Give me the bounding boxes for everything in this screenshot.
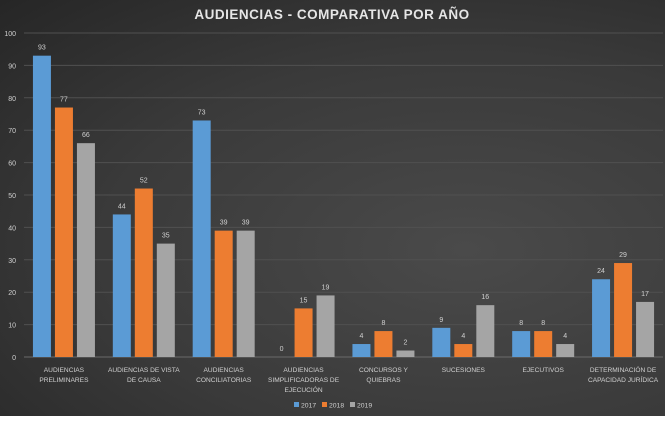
bar-2018 — [294, 308, 313, 357]
data-label: 9 — [439, 317, 443, 324]
data-label: 19 — [322, 284, 330, 291]
x-tick-label: CONCURSOS Y — [359, 367, 409, 374]
legend-item-2019: 2019 — [350, 402, 372, 410]
bar-2019 — [76, 143, 95, 357]
data-label: 39 — [220, 220, 228, 227]
y-tick-label: 40 — [8, 225, 16, 232]
x-tick-label: AUDIENCIAS — [204, 367, 245, 374]
y-tick-label: 80 — [8, 96, 16, 103]
bar-2019 — [156, 243, 175, 357]
x-tick-label: CAPACIDAD JURÍDICA — [588, 375, 659, 384]
data-label: 4 — [563, 333, 567, 340]
bar-2017 — [192, 120, 211, 357]
data-label: 73 — [198, 109, 206, 116]
x-tick-label: EJECUTIVOS — [522, 367, 564, 374]
y-tick-label: 90 — [8, 63, 16, 70]
y-tick-label: 30 — [8, 258, 16, 265]
bar-2017 — [112, 214, 131, 357]
data-label: 8 — [381, 320, 385, 327]
y-tick-label: 60 — [8, 161, 16, 168]
bar-2019 — [636, 301, 655, 357]
legend-label: 2017 — [301, 403, 316, 410]
y-tick-label: 70 — [8, 128, 16, 135]
bar-2018 — [134, 188, 153, 357]
y-tick-label: 50 — [8, 193, 16, 200]
data-label: 8 — [541, 320, 545, 327]
legend-swatch — [350, 402, 355, 407]
bar-2019 — [396, 350, 415, 357]
y-tick-label: 20 — [8, 290, 16, 297]
bar-2018 — [54, 107, 73, 358]
legend-label: 2019 — [357, 403, 372, 410]
bar-2019 — [236, 230, 255, 357]
data-label: 29 — [619, 252, 627, 259]
data-label: 8 — [519, 320, 523, 327]
x-tick-label: SIMPLIFICADORAS DE — [268, 377, 340, 384]
legend-item-2017: 2017 — [294, 402, 316, 410]
bar-2018 — [374, 331, 393, 357]
data-label: 77 — [60, 97, 68, 104]
data-label: 4 — [359, 333, 363, 340]
legend-swatch — [322, 402, 327, 407]
bar-2017 — [512, 331, 531, 357]
bar-2019 — [316, 295, 335, 357]
data-label: 24 — [597, 268, 605, 275]
data-label: 4 — [461, 333, 465, 340]
x-tick-label: SUCESIONES — [442, 367, 486, 374]
data-label: 44 — [118, 203, 126, 210]
data-label: 15 — [300, 297, 308, 304]
bar-2019 — [556, 344, 575, 357]
x-tick-label: QUIEBRAS — [366, 377, 401, 384]
bar-2018 — [214, 230, 233, 357]
bar-2017 — [352, 344, 371, 357]
bar-2017 — [432, 327, 451, 357]
bar-2018 — [534, 331, 553, 357]
x-tick-label: AUDIENCIAS — [44, 367, 85, 374]
x-tick-label: DE CAUSA — [127, 377, 161, 384]
bar-2017 — [32, 55, 51, 358]
y-tick-label: 10 — [8, 323, 16, 330]
data-label: 66 — [82, 132, 90, 139]
legend-label: 2018 — [329, 403, 344, 410]
bar-2019 — [476, 305, 495, 357]
y-tick-label: 100 — [4, 31, 16, 38]
data-label: 39 — [242, 220, 250, 227]
bar-2017 — [592, 279, 611, 357]
data-label: 0 — [280, 346, 284, 353]
x-tick-label: DETERMINACIÓN DE — [590, 365, 657, 374]
data-label: 52 — [140, 178, 148, 185]
x-tick-label: PRELIMINARES — [39, 377, 89, 384]
x-tick-label: AUDIENCIAS — [283, 367, 324, 374]
legend-item-2018: 2018 — [322, 402, 344, 410]
bar-2018 — [614, 263, 633, 357]
data-label: 35 — [162, 233, 170, 240]
data-label: 17 — [641, 291, 649, 298]
chart-title: AUDIENCIAS - COMPARATIVA POR AÑO — [194, 7, 469, 22]
x-tick-label: AUDIENCIAS DE VISTA — [108, 367, 180, 374]
x-tick-label: EJECUCIÓN — [285, 385, 323, 394]
data-label: 93 — [38, 45, 46, 52]
legend-swatch — [294, 402, 299, 407]
bar-2018 — [454, 344, 473, 357]
data-label: 16 — [481, 294, 489, 301]
data-label: 2 — [403, 340, 407, 347]
y-tick-label: 0 — [12, 355, 16, 362]
x-tick-label: CONCILIATORIAS — [196, 377, 252, 384]
